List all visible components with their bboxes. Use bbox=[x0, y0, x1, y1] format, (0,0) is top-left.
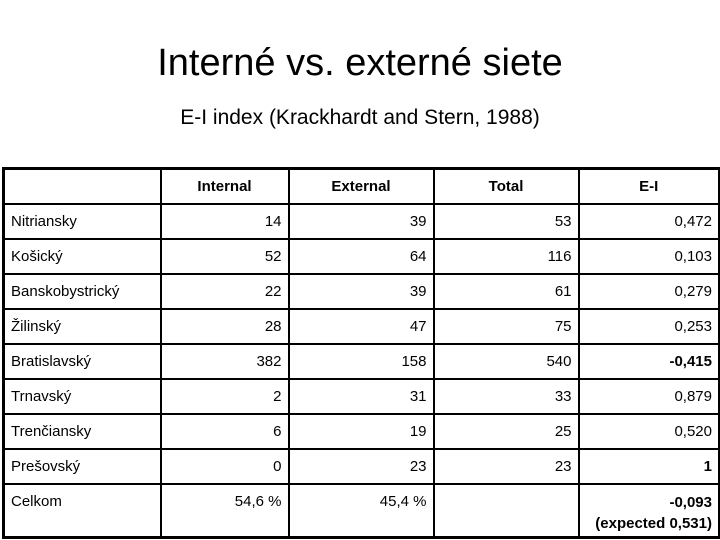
table-row: Prešovský 0 23 23 1 bbox=[2, 448, 720, 485]
table-row: Žilinský 28 47 75 0,253 bbox=[2, 308, 720, 345]
region-cell: Trenčiansky bbox=[2, 413, 162, 450]
region-cell: Prešovský bbox=[2, 448, 162, 485]
external-cell: 31 bbox=[287, 378, 435, 415]
external-cell: 158 bbox=[287, 343, 435, 380]
total-cell: 61 bbox=[432, 273, 580, 310]
ei-cell: -0,415 bbox=[577, 343, 720, 380]
ei-cell: 0,472 bbox=[577, 203, 720, 240]
internal-cell: 54,6 % bbox=[159, 483, 290, 539]
internal-cell: 28 bbox=[159, 308, 290, 345]
ei-cell: 0,103 bbox=[577, 238, 720, 275]
external-cell: 19 bbox=[287, 413, 435, 450]
ei-cell: 0,279 bbox=[577, 273, 720, 310]
region-cell: Košický bbox=[2, 238, 162, 275]
table-row: Košický 52 64 116 0,103 bbox=[2, 238, 720, 275]
internal-cell: 6 bbox=[159, 413, 290, 450]
header-row: Internal External Total E-I bbox=[2, 167, 720, 205]
table-row: Trnavský 2 31 33 0,879 bbox=[2, 378, 720, 415]
table-row: Bratislavský 382 158 540 -0,415 bbox=[2, 343, 720, 380]
header-external: External bbox=[287, 167, 435, 205]
internal-cell: 14 bbox=[159, 203, 290, 240]
ei-cell: 0,520 bbox=[577, 413, 720, 450]
internal-cell: 52 bbox=[159, 238, 290, 275]
internal-cell: 22 bbox=[159, 273, 290, 310]
region-cell: Bratislavský bbox=[2, 343, 162, 380]
ei-total-value: -0,093 bbox=[669, 494, 712, 511]
header-internal: Internal bbox=[159, 167, 290, 205]
total-cell: 23 bbox=[432, 448, 580, 485]
total-cell: 75 bbox=[432, 308, 580, 345]
region-cell: Žilinský bbox=[2, 308, 162, 345]
table-row: Trenčiansky 6 19 25 0,520 bbox=[2, 413, 720, 450]
total-row: Celkom 54,6 % 45,4 % -0,093 (expected 0,… bbox=[2, 483, 720, 539]
internal-cell: 382 bbox=[159, 343, 290, 380]
table-row: Nitriansky 14 39 53 0,472 bbox=[2, 203, 720, 240]
external-cell: 39 bbox=[287, 203, 435, 240]
external-cell: 39 bbox=[287, 273, 435, 310]
ei-index-table: Internal External Total E-I Nitriansky 1… bbox=[2, 167, 720, 539]
ei-cell: 1 bbox=[577, 448, 720, 485]
external-cell: 47 bbox=[287, 308, 435, 345]
ei-cell: 0,879 bbox=[577, 378, 720, 415]
region-cell: Banskobystrický bbox=[2, 273, 162, 310]
ei-cell: 0,253 bbox=[577, 308, 720, 345]
region-cell: Nitriansky bbox=[2, 203, 162, 240]
total-cell: 25 bbox=[432, 413, 580, 450]
header-ei: E-I bbox=[577, 167, 720, 205]
total-cell: 53 bbox=[432, 203, 580, 240]
region-cell: Celkom bbox=[2, 483, 162, 539]
slide-subtitle: E-I index (Krackhardt and Stern, 1988) bbox=[180, 106, 540, 129]
internal-cell: 0 bbox=[159, 448, 290, 485]
region-cell: Trnavský bbox=[2, 378, 162, 415]
total-cell: 116 bbox=[432, 238, 580, 275]
total-cell: 33 bbox=[432, 378, 580, 415]
external-cell: 23 bbox=[287, 448, 435, 485]
header-total: Total bbox=[432, 167, 580, 205]
slide-title: Interné vs. externé siete bbox=[157, 42, 563, 84]
table-row: Banskobystrický 22 39 61 0,279 bbox=[2, 273, 720, 310]
external-cell: 64 bbox=[287, 238, 435, 275]
ei-cell: -0,093 (expected 0,531) bbox=[577, 483, 720, 539]
header-region bbox=[2, 167, 162, 205]
total-cell: 540 bbox=[432, 343, 580, 380]
internal-cell: 2 bbox=[159, 378, 290, 415]
total-cell bbox=[432, 483, 580, 539]
external-cell: 45,4 % bbox=[287, 483, 435, 539]
ei-expected-note: (expected 0,531) bbox=[595, 515, 712, 532]
